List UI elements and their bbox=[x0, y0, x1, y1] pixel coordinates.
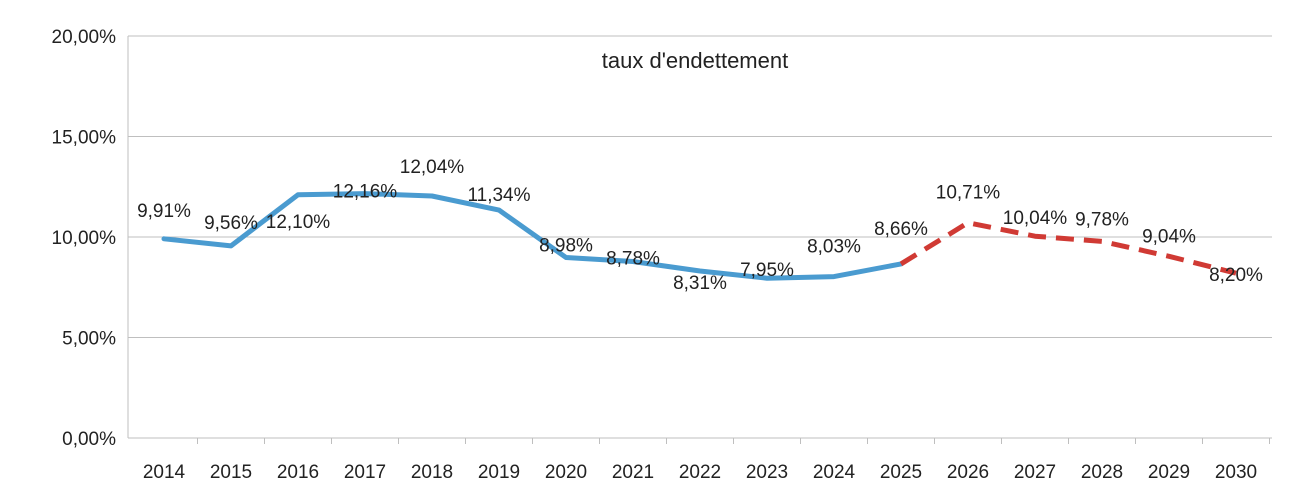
series-lines bbox=[161, 191, 1237, 281]
x-tick-label: 2026 bbox=[947, 462, 989, 483]
x-tick-label: 2021 bbox=[612, 462, 654, 483]
data-label: 9,78% bbox=[1075, 209, 1129, 230]
y-tick-label: 0,00% bbox=[62, 429, 116, 450]
actual-series-line bbox=[161, 191, 904, 281]
y-tick-label: 10,00% bbox=[52, 228, 117, 249]
grid-lines bbox=[128, 35, 1272, 439]
x-tick-label: 2020 bbox=[545, 462, 587, 483]
data-label: 8,20% bbox=[1209, 265, 1263, 286]
y-tick-label: 5,00% bbox=[62, 329, 116, 350]
x-tick-label: 2025 bbox=[880, 462, 922, 483]
data-label: 10,04% bbox=[1003, 208, 1068, 229]
x-tick-label: 2029 bbox=[1148, 462, 1190, 483]
x-tick-label: 2027 bbox=[1014, 462, 1056, 483]
axes: 0,00% 5,00% 10,00% 15,00% 20,00% 2014 2015 2016… bbox=[52, 27, 1270, 483]
data-label: 8,78% bbox=[606, 249, 660, 270]
x-tick-label: 2014 bbox=[143, 462, 186, 483]
chart-title: taux d'endettement bbox=[602, 48, 788, 73]
x-tick-label: 2017 bbox=[344, 462, 386, 483]
x-tick-label: 2030 bbox=[1215, 462, 1257, 483]
data-label: 8,66% bbox=[874, 219, 928, 240]
data-label: 8,98% bbox=[539, 236, 593, 257]
data-label: 8,31% bbox=[673, 273, 727, 294]
x-tick-label: 2024 bbox=[813, 462, 856, 483]
data-labels: 9,91% 9,56% 12,10%12,16%12,04%11,34% 8,98% 8… bbox=[137, 157, 1263, 294]
projection-series-line bbox=[899, 220, 1237, 276]
x-tick-label: 2016 bbox=[277, 462, 319, 483]
x-tick-label: 2022 bbox=[679, 462, 721, 483]
y-tick-label: 15,00% bbox=[52, 128, 117, 149]
data-label: 10,71% bbox=[936, 183, 1001, 204]
x-tick-label: 2018 bbox=[411, 462, 453, 483]
data-label: 9,91% bbox=[137, 201, 191, 222]
x-tick-label: 2028 bbox=[1081, 462, 1123, 483]
data-label: 11,34% bbox=[467, 185, 530, 206]
x-tick-label: 2023 bbox=[746, 462, 788, 483]
x-tick-label: 2015 bbox=[210, 462, 252, 483]
data-label: 12,16% bbox=[333, 182, 398, 203]
data-label: 12,04% bbox=[400, 157, 465, 178]
data-label: 9,04% bbox=[1142, 226, 1196, 247]
data-label: 8,03% bbox=[807, 237, 861, 258]
data-label: 7,95% bbox=[740, 260, 794, 281]
data-label: 12,10% bbox=[266, 212, 331, 233]
data-label: 9,56% bbox=[204, 213, 258, 234]
y-tick-label: 20,00% bbox=[52, 27, 117, 48]
x-tick-label: 2019 bbox=[478, 462, 520, 483]
